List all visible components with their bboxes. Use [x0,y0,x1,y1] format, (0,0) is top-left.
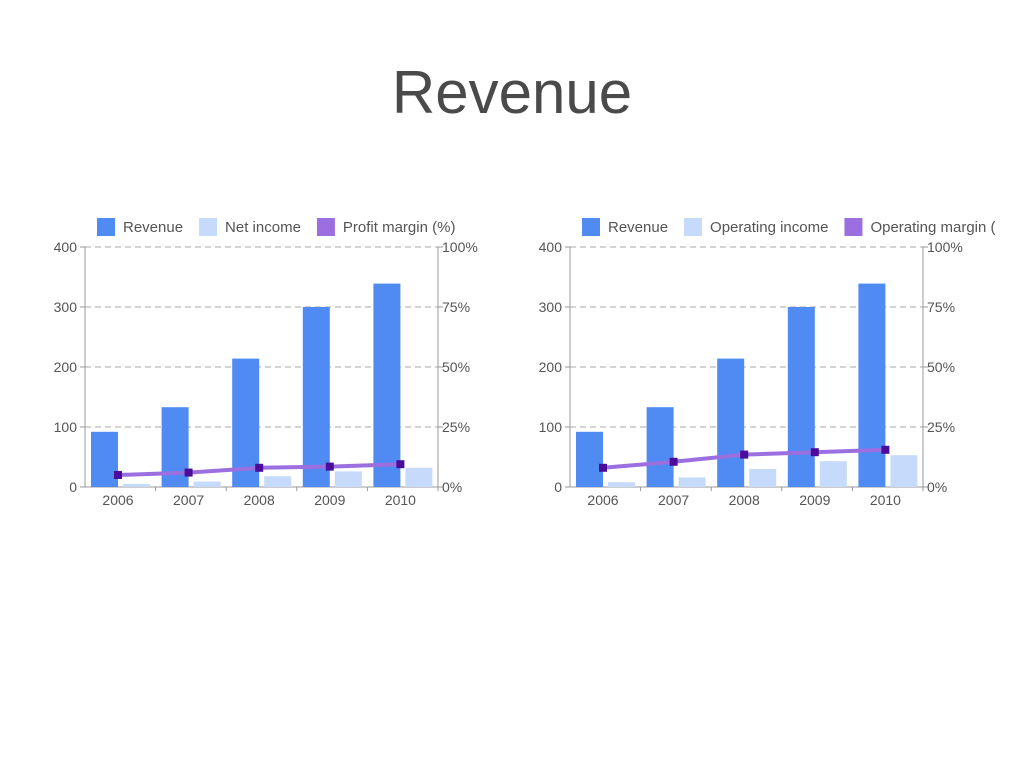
x-axis-tick-label: 2008 [729,492,760,508]
chart-svg: 0 0% 100 25% 200 50% 300 75% 400 100% 2006 2007 2008… [539,218,995,508]
margin-point [255,463,264,472]
right-axis-tick-label: 100% [442,239,478,255]
legend-swatch [199,218,218,236]
left-axis-tick-label: 300 [539,299,563,315]
legend-label: Revenue [123,219,183,236]
margin-point [396,460,405,469]
chart-operating-income: 0 0% 100 25% 200 50% 300 75% 400 100% 2006 2007 2008… [525,205,995,515]
right-axis-tick-label: 25% [442,419,470,435]
left-axis-tick-label: 200 [54,359,78,375]
revenue-bar [787,307,815,487]
legend-label: Revenue [608,219,668,236]
income-bar [749,469,777,487]
right-axis-tick-label: 100% [927,239,963,255]
chart-svg: 0 0% 100 25% 200 50% 300 75% 400 100% 2006 2007 2008… [54,218,478,508]
legend-swatch [97,218,115,236]
margin-point [325,462,334,471]
legend-swatch [582,218,600,236]
chart-net-income: 0 0% 100 25% 200 50% 300 75% 400 100% 2006 2007 2008… [40,205,510,515]
margin-point [740,450,749,459]
margin-point [669,457,678,466]
x-axis-tick-label: 2009 [799,492,830,508]
revenue-bar [232,358,260,487]
x-axis-tick-label: 2007 [173,492,204,508]
income-bar [890,455,918,487]
x-axis-tick-label: 2010 [385,492,416,508]
legend-swatch [844,218,863,236]
left-axis-tick-label: 0 [69,479,77,495]
revenue-bar [373,283,401,487]
left-axis-tick-label: 400 [539,239,563,255]
x-axis-tick-label: 2007 [658,492,689,508]
revenue-bar [646,407,674,487]
income-bar [819,461,847,487]
left-axis-tick-label: 100 [539,419,563,435]
right-axis-tick-label: 25% [927,419,955,435]
margin-point [810,448,819,457]
x-axis-tick-label: 2006 [102,492,133,508]
margin-point [599,463,607,472]
legend-label: Operating margin (%) [870,219,995,236]
margin-point [184,468,193,477]
revenue-bar [858,283,886,487]
margin-point [114,471,122,479]
right-axis-tick-label: 0% [442,479,462,495]
income-bar [264,476,292,487]
revenue-bar [302,307,330,487]
income-bar [678,477,706,487]
right-axis-tick-label: 50% [927,359,955,375]
left-axis-tick-label: 0 [554,479,562,495]
x-axis-tick-label: 2006 [587,492,618,508]
left-axis-tick-label: 300 [54,299,78,315]
right-axis-tick-label: 50% [442,359,470,375]
left-axis-tick-label: 100 [54,419,78,435]
right-axis-tick-label: 75% [442,299,470,315]
income-bar [405,467,433,487]
x-axis-tick-label: 2010 [870,492,901,508]
legend-swatch [316,218,335,236]
legend-label: Operating income [710,219,828,236]
income-bar [123,484,150,487]
slide-title: Revenue [391,59,633,126]
right-axis-tick-label: 75% [927,299,955,315]
revenue-bar [717,358,745,487]
revenue-bar [576,431,603,487]
right-axis-tick-label: 0% [927,479,947,495]
left-axis-tick-label: 400 [54,239,78,255]
income-bar [193,481,221,487]
x-axis-tick-label: 2008 [244,492,275,508]
revenue-bar [91,431,118,487]
income-bar [608,482,635,487]
legend-label: Profit margin (%) [343,219,456,236]
legend-swatch [684,218,703,236]
legend-label: Net income [225,219,301,236]
income-bar [334,471,362,487]
x-axis-tick-label: 2009 [314,492,345,508]
left-axis-tick-label: 200 [539,359,563,375]
margin-point [881,445,890,454]
